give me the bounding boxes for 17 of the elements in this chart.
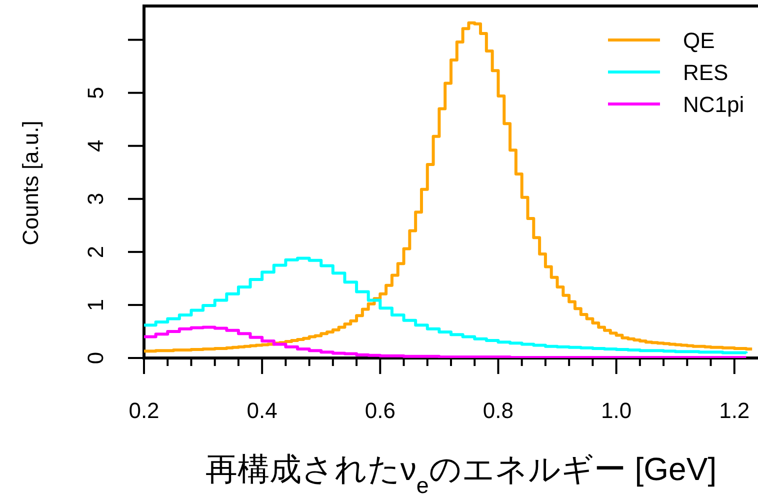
- x-tick-label: 0.8: [482, 398, 514, 423]
- y-tick-label: 0: [83, 352, 108, 364]
- x-tick-label: 0.6: [364, 398, 396, 423]
- x-axis-title: 再構成されたν$_{e}$のエネルギー [GeV]: [205, 451, 717, 495]
- y-tick-label: 4: [83, 140, 108, 152]
- y-axis-title: Counts [a.u.]: [18, 120, 43, 246]
- y-tick-label: 3: [83, 192, 108, 206]
- legend-label: NC1pi: [683, 92, 744, 117]
- legend-label: QE: [683, 28, 715, 53]
- x-tick-label: 1.0: [601, 398, 632, 423]
- x-tick-label: 0.2: [128, 398, 160, 423]
- y-tick-label: 2: [83, 246, 108, 258]
- x-tick-label: 0.4: [246, 398, 278, 423]
- x-tick-label: 1.2: [719, 398, 750, 423]
- y-tick-label: 5: [83, 86, 108, 99]
- y-tick-label: 1: [83, 298, 108, 312]
- legend-label: RES: [683, 60, 728, 85]
